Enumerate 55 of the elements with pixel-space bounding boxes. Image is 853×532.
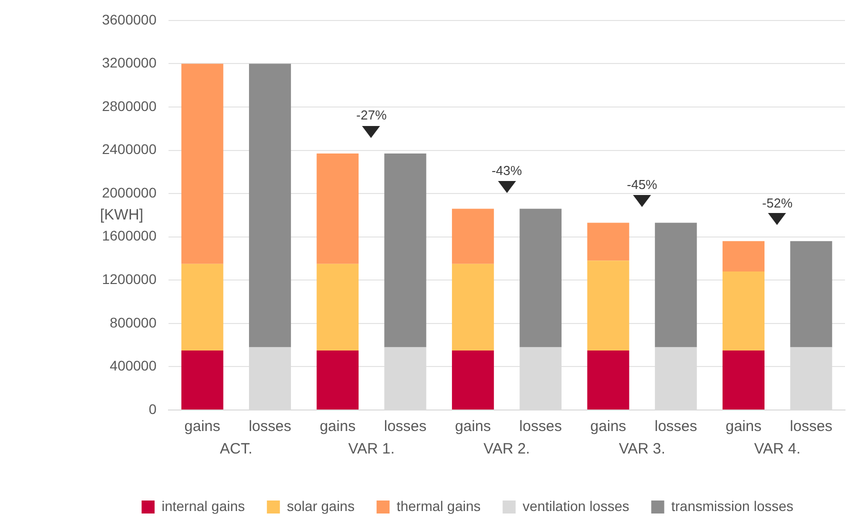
y-tick-label: 2000000 <box>102 184 157 200</box>
bar <box>654 222 697 348</box>
legend-label: ventilation losses <box>522 498 630 514</box>
bar <box>587 350 630 410</box>
bar <box>181 350 224 410</box>
bar <box>452 264 494 350</box>
y-axis-title: [KWH] <box>100 206 144 224</box>
x-tick-label: gains <box>320 418 356 436</box>
x-tick-label: losses <box>248 418 292 436</box>
bar <box>181 264 224 350</box>
bar <box>181 64 224 264</box>
bar <box>452 208 494 264</box>
annotation: -45% <box>626 176 658 192</box>
legend-label: internal gains <box>162 498 245 514</box>
text: VAR 2. <box>484 440 530 458</box>
y-tick-label: 1200000 <box>102 270 157 287</box>
x-tick-label: losses <box>384 418 427 436</box>
bar <box>384 154 426 348</box>
bar <box>316 350 359 410</box>
x-tick-label: losses <box>519 418 562 436</box>
legend-label: transmission losses <box>671 498 794 514</box>
legend-label: solar gains <box>286 498 355 514</box>
bar <box>587 260 630 350</box>
x-tick-label: gains <box>454 418 491 436</box>
y-tick-label: 2400000 <box>102 141 157 158</box>
y-tick-label: 0 <box>148 400 157 417</box>
bar <box>790 241 832 348</box>
y-tick-label: 3200000 <box>102 54 157 71</box>
text: ACT. <box>220 440 252 458</box>
bar <box>520 208 562 348</box>
bar <box>722 241 764 272</box>
y-tick-label: 400000 <box>110 358 157 374</box>
x-tick-label: gains <box>590 418 626 436</box>
bar <box>316 154 359 264</box>
text: VAR 1. <box>348 440 395 458</box>
text: VAR 3. <box>618 440 666 458</box>
bar <box>316 264 359 350</box>
bar <box>249 64 291 348</box>
x-tick-label: gains <box>726 418 762 436</box>
x-tick-label: losses <box>654 418 698 436</box>
bar <box>722 271 764 350</box>
y-tick-label: 2800000 <box>102 98 157 114</box>
annotation: -27% <box>356 108 388 123</box>
y-tick-label: 1600000 <box>102 228 157 244</box>
legend-label: thermal gains <box>396 498 481 514</box>
annotation: -43% <box>492 162 522 178</box>
x-tick-label: losses <box>790 418 832 436</box>
x-tick-label: gains <box>184 418 220 436</box>
y-tick-label: 800000 <box>110 314 157 330</box>
bar <box>452 350 494 410</box>
bar <box>587 222 630 261</box>
text: VAR 4. <box>754 440 801 458</box>
y-tick-label: 3600000 <box>102 11 157 28</box>
bar <box>722 350 764 410</box>
annotation: -52% <box>762 195 793 210</box>
